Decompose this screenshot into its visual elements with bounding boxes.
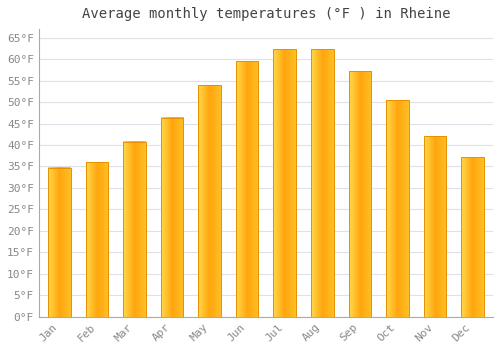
Title: Average monthly temperatures (°F ) in Rheine: Average monthly temperatures (°F ) in Rh… [82, 7, 450, 21]
Bar [386, 100, 408, 317]
Bar [424, 136, 446, 317]
Bar [124, 142, 146, 317]
Bar [86, 162, 108, 317]
Bar [274, 49, 296, 317]
Bar [461, 157, 483, 317]
Bar [48, 168, 70, 317]
Bar [236, 61, 258, 317]
Bar [198, 85, 221, 317]
Bar [161, 118, 184, 317]
Bar [311, 49, 334, 317]
Bar [348, 71, 371, 317]
